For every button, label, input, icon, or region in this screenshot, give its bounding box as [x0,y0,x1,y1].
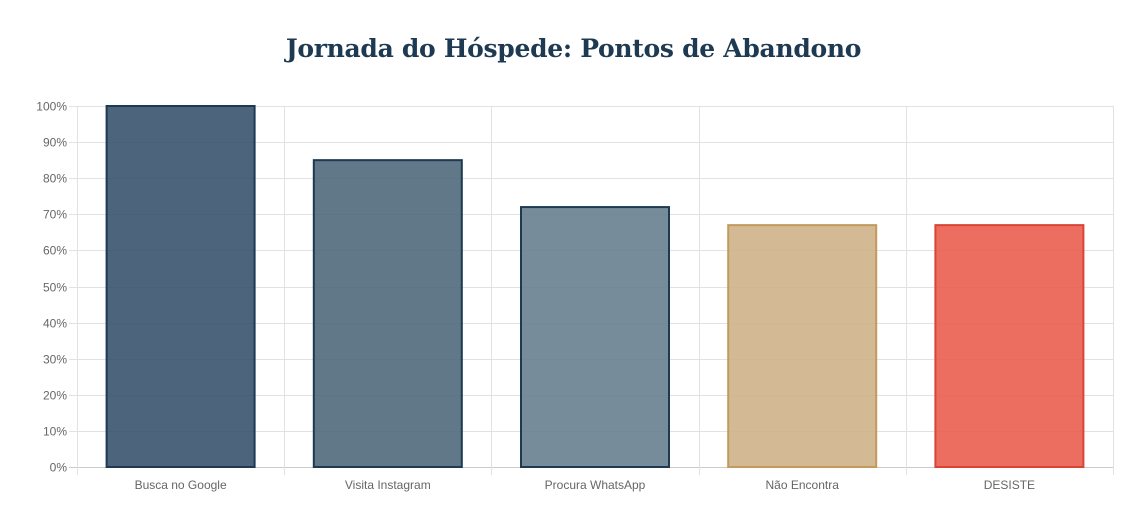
bar [105,105,256,468]
x-axis: Busca no Google Visita Instagram Procura W… [135,478,1036,492]
y-tick-label: 20% [43,389,67,403]
y-axis: 0% 10% 20% 30% 40% 50% 60% 70% 80% 90% 100% [36,100,67,475]
y-tick-label: 70% [43,208,67,222]
bar [727,224,878,468]
y-tick-label: 30% [43,353,67,367]
x-tick-label: Procura WhatsApp [545,478,646,492]
bar [520,206,670,469]
y-tick-label: 40% [43,317,67,331]
y-tick-label: 50% [43,281,67,295]
bar [934,224,1085,468]
y-tick-label: 80% [43,172,67,186]
x-tick-label: Não Encontra [766,478,840,492]
x-tick-label: DESISTE [984,478,1035,492]
y-tick-label: 10% [43,425,67,439]
bar [312,159,463,468]
chart-title: Jornada do Hóspede: Pontos de Abandono [285,34,862,63]
y-tick-label: 60% [43,244,67,258]
chart-bars [105,105,1085,469]
y-tick-label: 0% [50,461,68,475]
x-tick-label: Busca no Google [135,478,227,492]
y-tick-label: 90% [43,136,67,150]
x-tick-label: Visita Instagram [345,478,431,492]
y-tick-label: 100% [36,100,67,114]
